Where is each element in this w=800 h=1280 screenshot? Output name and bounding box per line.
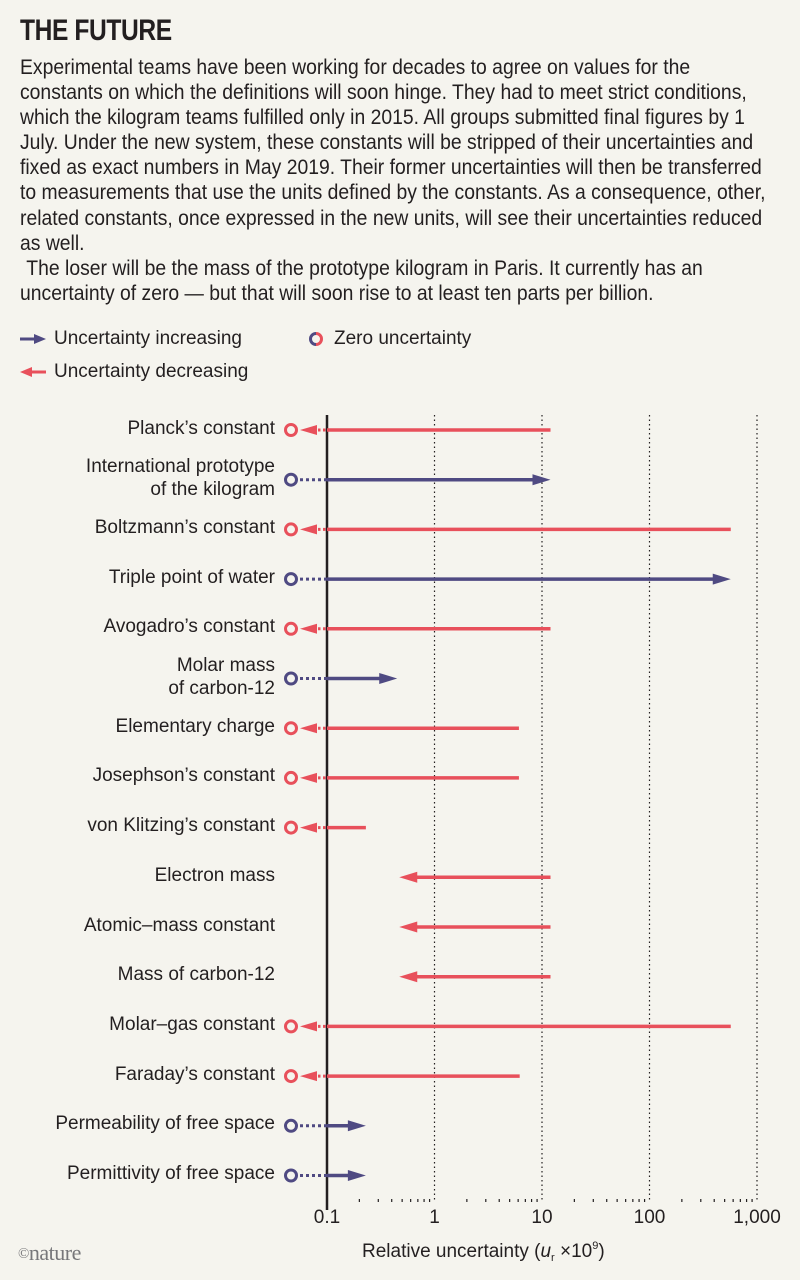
row-label-line: Josephson’s constant [92,765,275,787]
arrow-head-left [300,772,317,783]
legend-item-increasing: Uncertainty increasing [20,328,242,350]
intro-text: Experimental teams have been working for… [20,55,776,306]
intro-paragraph-1: Experimental teams have been working for… [20,55,766,255]
legend-item-decreasing: Uncertainty decreasing [20,361,248,383]
nature-logo: ©nature [18,1240,81,1266]
zero-uncertainty-marker [284,671,298,686]
arrow-head-right [532,474,551,486]
row-label-line: Permittivity of free space [66,1163,275,1184]
x-tick-label: 100 [633,1207,666,1228]
legend-item-zero: Zero uncertainty [308,328,471,350]
row-label-line: of the kilogram [150,478,275,500]
arrow-right-icon [20,334,46,344]
arrow-head-left [399,971,418,983]
row-label-line: Planck’s constant [127,417,275,439]
zero-uncertainty-marker [284,621,298,636]
row-label-line: Mass of carbon-12 [117,964,275,986]
row-label: Molar mass of carbon-12 [168,654,275,700]
zero-uncertainty-marker [284,1118,298,1133]
copyright-symbol: © [18,1246,29,1262]
arrow-head-right [347,1170,366,1181]
arrow-head-left [300,822,317,833]
row-label: Faraday’s constant [115,1063,275,1086]
legend-label-zero: Zero uncertainty [334,328,472,349]
arrow-head-right [712,573,731,585]
row-label-line: Molar mass [176,654,275,676]
row-label: International prototype of the kilogram [86,455,275,501]
chart-title: THE FUTURE [20,14,172,47]
x-axis-label-suffix: ) [598,1241,605,1262]
row-label-line: Elementary charge [115,715,275,737]
arrow-left-icon [20,367,46,377]
row-label-line: Molar–gas constant [109,1013,275,1035]
row-label: Permittivity of free space [67,1162,275,1185]
row-label: von Klitzing’s constant [87,814,275,837]
x-tick-label: 0.1 [313,1207,341,1228]
arrow-head-left [399,921,418,933]
row-label: Avogadro’s constant [104,615,275,638]
legend-label-increasing: Uncertainty increasing [54,328,242,349]
arrow-head-right [379,673,398,684]
zero-uncertainty-marker [284,522,298,537]
legend-label-decreasing: Uncertainty decreasing [54,361,249,382]
x-axis-label-exp: 9 [592,1240,599,1252]
zero-uncertainty-marker [284,1168,298,1183]
row-label: Planck’s constant [127,417,275,440]
x-axis-label-mult: ×10 [554,1241,593,1262]
row-label: Permeability of free space [55,1112,275,1135]
x-axis-label-prefix: Relative uncertainty ( [362,1241,541,1262]
row-label: Triple point of water [109,566,275,589]
row-label: Elementary charge [116,715,275,738]
row-label: Electron mass [155,864,275,887]
x-tick-label: 1 [429,1207,440,1228]
row-label-line: Atomic–mass constant [83,914,275,936]
arrow-head-left [300,1021,317,1032]
intro-paragraph-2: The loser will be the mass of the protot… [20,255,703,305]
row-label: Atomic–mass constant [84,914,275,937]
brand-name: nature [28,1240,81,1265]
row-label-line: Avogadro’s constant [103,616,275,638]
arrow-head-left [300,723,317,734]
arrow-head-left [300,1071,317,1082]
x-tick-label: 10 [531,1207,553,1228]
arrow-head-left [300,623,317,634]
zero-uncertainty-marker [284,820,298,835]
arrow-head-left [399,871,418,883]
row-label-line: Electron mass [154,864,275,886]
row-label-line: Permeability of free space [55,1113,275,1135]
row-label-line: Boltzmann’s constant [94,516,275,538]
row-label-line: of carbon-12 [168,677,275,699]
zero-uncertainty-marker [284,472,298,487]
zero-uncertainty-marker [284,572,298,587]
row-label-line: Triple point of water [108,566,275,588]
row-label: Molar–gas constant [109,1013,275,1036]
row-label-line: Faraday’s constant [114,1063,275,1085]
zero-uncertainty-marker [284,721,298,736]
arrow-head-right [347,1120,366,1132]
row-label-line: von Klitzing’s constant [87,815,275,837]
zero-uncertainty-marker [284,770,298,785]
row-label: Josephson’s constant [93,764,275,787]
x-axis-label-var: u [540,1241,552,1262]
x-axis-label: Relative uncertainty (ur ×109) [362,1240,605,1264]
zero-uncertainty-marker [284,1069,298,1084]
chart-plot [284,415,758,1210]
arrow-head-left [300,524,317,535]
zero-uncertainty-marker [284,1019,298,1034]
arrow-head-left [300,425,317,435]
zero-circle-icon [309,332,323,346]
row-label: Mass of carbon-12 [118,963,275,986]
row-label: Boltzmann’s constant [95,516,275,539]
zero-uncertainty-marker [284,423,298,437]
x-axis-label-sub: r [551,1252,555,1264]
x-tick-label: 1,000 [733,1207,781,1228]
row-label-line: International prototype [85,455,275,477]
